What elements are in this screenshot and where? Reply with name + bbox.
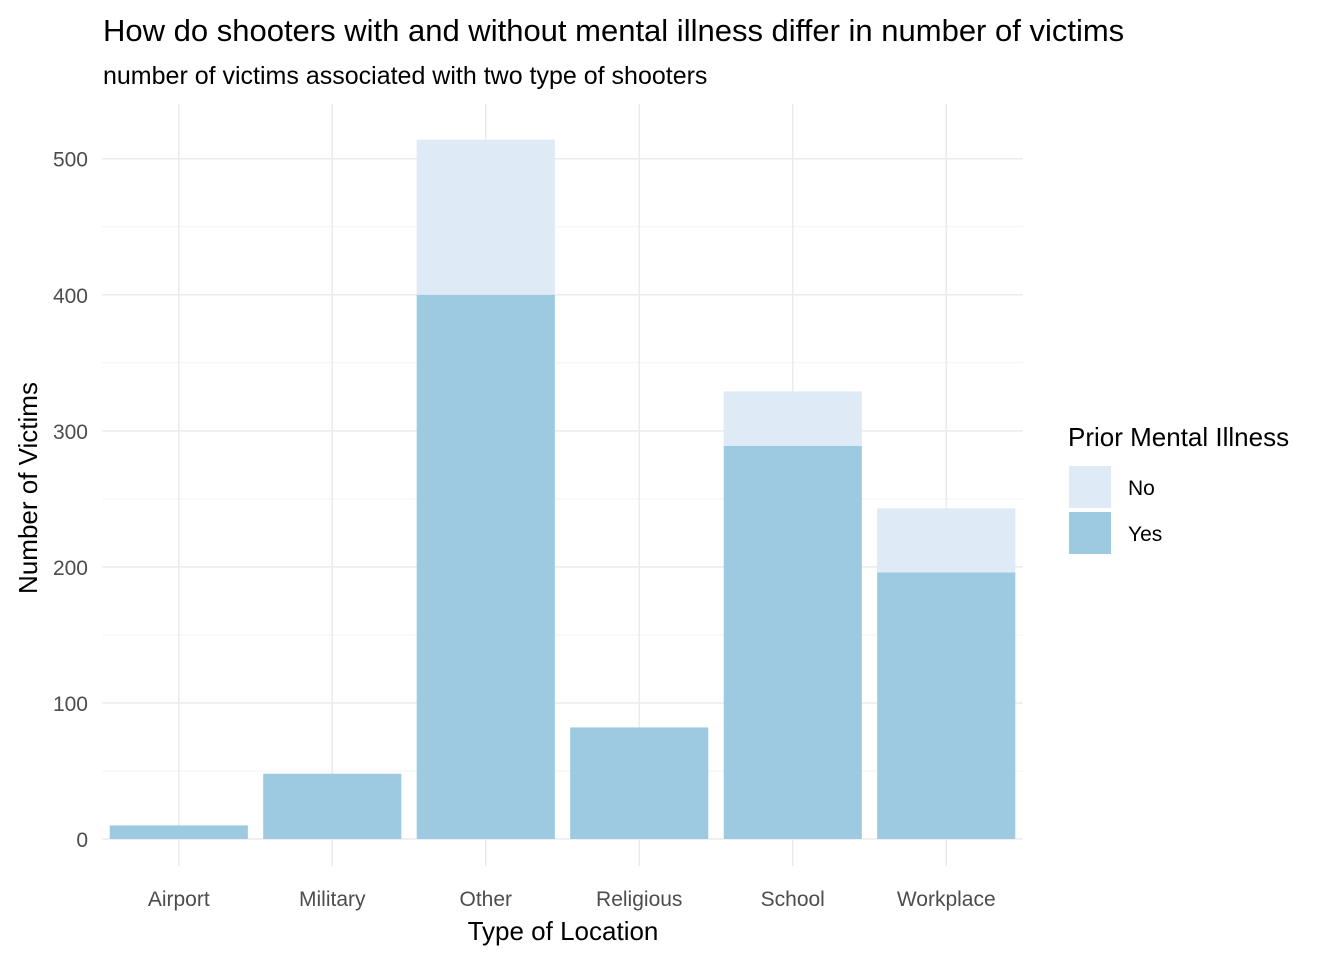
x-axis-title: Type of Location [468, 916, 659, 946]
bars [109, 139, 1016, 839]
x-tick-label: Religious [596, 888, 682, 911]
bar-airport-yes [109, 825, 248, 839]
legend-label-no: No [1128, 477, 1155, 500]
chart-subtitle: number of victims associated with two ty… [103, 62, 707, 90]
bar-religious-yes [570, 727, 709, 839]
y-axis-title: Number of Victims [13, 382, 43, 594]
x-tick-label: Workplace [897, 888, 996, 911]
y-tick-label: 500 [53, 149, 88, 172]
bar-school-yes [723, 445, 862, 839]
legend-key-no [1069, 466, 1111, 508]
bar-school-no [723, 391, 862, 446]
x-tick-label: Other [459, 888, 512, 911]
bar-other-no [416, 139, 555, 295]
legend-title: Prior Mental Illness [1068, 422, 1289, 452]
chart-title: How do shooters with and without mental … [103, 13, 1124, 48]
y-tick-label: 100 [53, 693, 88, 716]
y-tick-labels: 0 100 200 300 400 500 [53, 149, 88, 852]
legend-label-yes: Yes [1128, 523, 1162, 546]
legend: Prior Mental Illness No Yes [1068, 422, 1289, 554]
bar-workplace-no [877, 508, 1016, 573]
bar-military-yes [263, 773, 402, 839]
y-tick-label: 300 [53, 421, 88, 444]
bar-workplace-yes [877, 572, 1016, 839]
bar-other-yes [416, 294, 555, 839]
x-tick-label: Military [299, 888, 366, 911]
x-tick-label: Airport [148, 888, 210, 911]
legend-key-yes [1069, 512, 1111, 554]
y-tick-label: 200 [53, 557, 88, 580]
x-tick-labels: Airport Military Other Religious School Workp… [148, 888, 996, 911]
x-tick-label: School [761, 888, 825, 911]
y-tick-label: 400 [53, 285, 88, 308]
y-tick-label: 0 [76, 829, 88, 852]
